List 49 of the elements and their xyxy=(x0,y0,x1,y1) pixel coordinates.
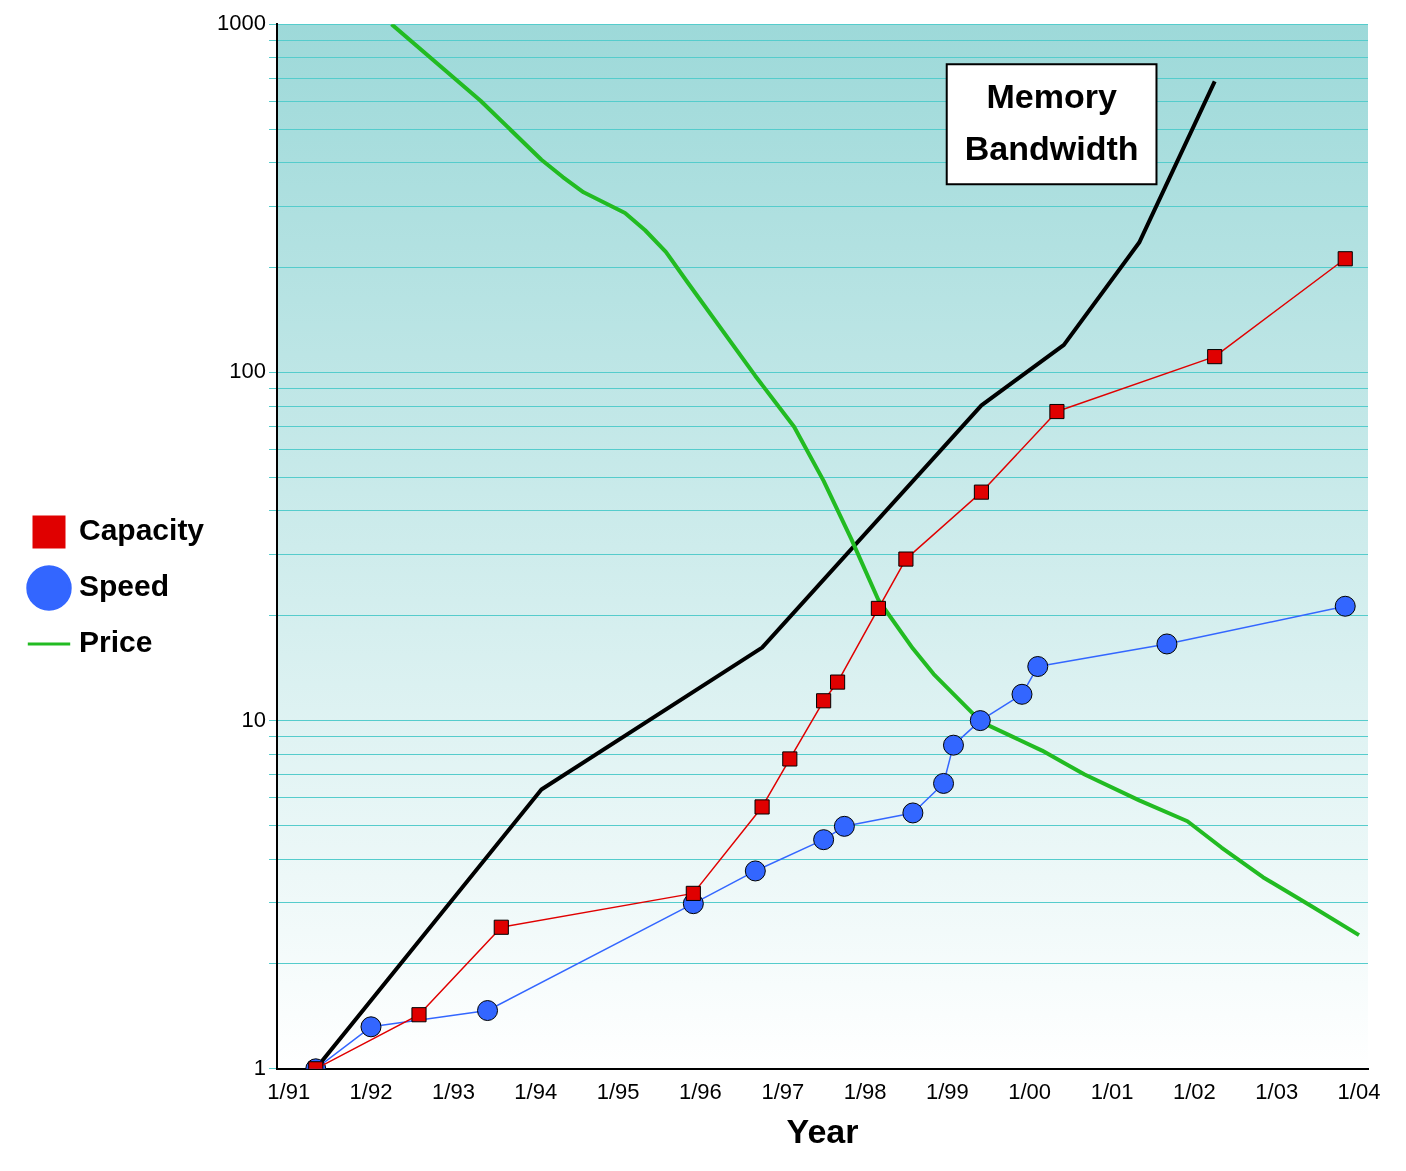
x-tick-label: 1/96 xyxy=(678,1079,722,1105)
point xyxy=(1334,595,1356,617)
point xyxy=(754,799,770,815)
x-tick-label: 1/04 xyxy=(1337,1079,1381,1105)
point xyxy=(969,710,991,732)
point xyxy=(744,860,766,882)
point xyxy=(1156,633,1178,655)
legend-label: Price xyxy=(79,625,153,659)
point xyxy=(782,751,798,767)
legend-label: Capacity xyxy=(79,513,205,547)
x-tick-label: 1/97 xyxy=(761,1079,805,1105)
point xyxy=(477,1000,499,1022)
x-tick-label: 1/02 xyxy=(1173,1079,1216,1105)
x-tick-label: 1/01 xyxy=(1090,1079,1134,1105)
x-tick-label: 1/92 xyxy=(349,1079,393,1105)
point xyxy=(360,1016,382,1038)
point xyxy=(411,1007,427,1023)
x-tick-label: 1/03 xyxy=(1255,1079,1299,1105)
y-tick-label: 100 xyxy=(229,358,266,384)
x-tick-label: 1/95 xyxy=(596,1079,640,1105)
x-tick-label: 1/00 xyxy=(1008,1079,1052,1105)
point xyxy=(685,885,701,901)
point xyxy=(493,919,509,935)
x-axis-title: Year xyxy=(786,1111,859,1150)
x-tick-label: 1/91 xyxy=(267,1079,311,1105)
point xyxy=(833,815,855,837)
point xyxy=(973,484,989,500)
y-tick-label: 1000 xyxy=(217,10,266,36)
point xyxy=(902,802,924,824)
point xyxy=(942,734,964,756)
point xyxy=(816,693,832,709)
x-tick-label: 1/94 xyxy=(514,1079,558,1105)
y-tick-label: 1 xyxy=(253,1054,266,1080)
point xyxy=(830,674,846,690)
legend-label: Speed xyxy=(79,569,170,603)
x-tick-label: 1/98 xyxy=(843,1079,887,1105)
y-tick-label: 10 xyxy=(241,706,266,732)
point xyxy=(1027,656,1049,678)
annotation: Memory Bandwidth xyxy=(964,76,1139,167)
point xyxy=(1011,683,1033,705)
x-tick-label: 1/93 xyxy=(432,1079,475,1105)
point xyxy=(1207,349,1223,365)
point xyxy=(813,829,835,851)
point xyxy=(898,551,914,567)
x-tick-label: 1/99 xyxy=(925,1079,969,1105)
point xyxy=(933,772,955,794)
point xyxy=(1337,251,1353,267)
point xyxy=(1049,403,1065,420)
point xyxy=(870,600,886,616)
